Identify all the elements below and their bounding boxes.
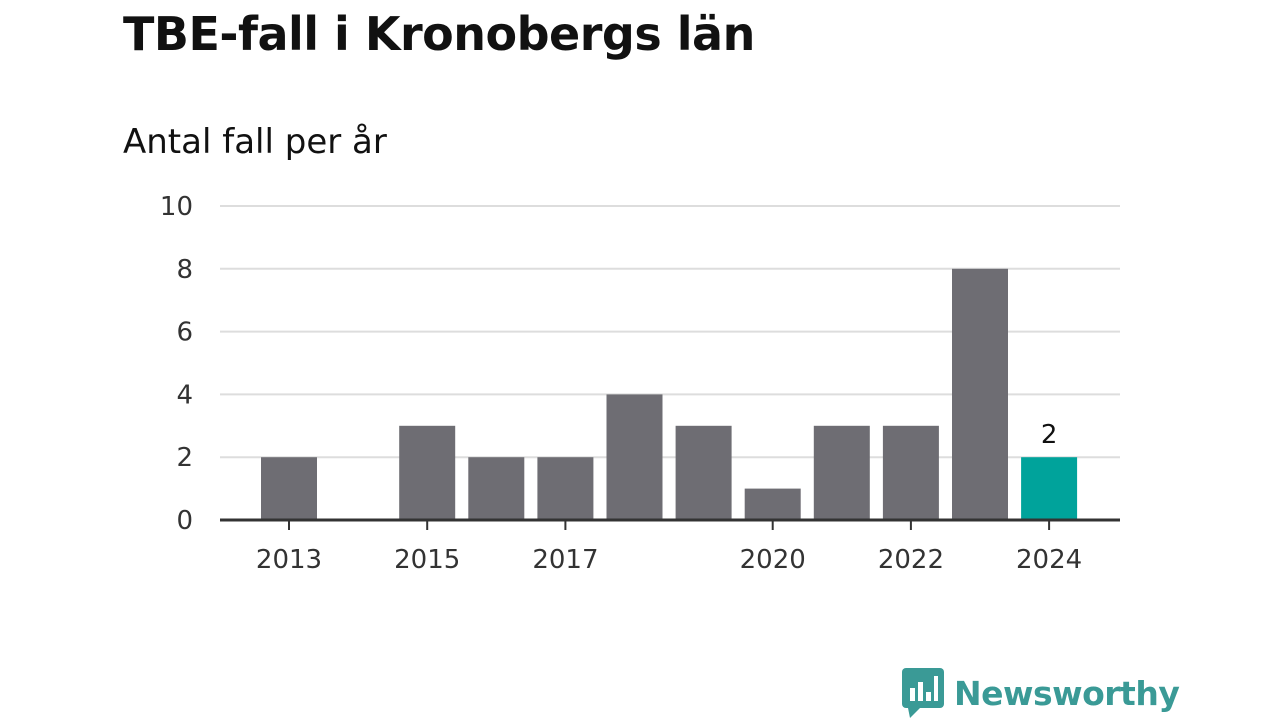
x-tick-label: 2020 <box>740 545 806 575</box>
brand-name: Newsworthy <box>954 673 1180 713</box>
bar-2022 <box>882 425 939 520</box>
x-tick-label: 2013 <box>256 545 322 575</box>
bar-2016 <box>468 457 525 520</box>
x-tick-label: 2015 <box>394 545 460 575</box>
x-tick-label: 2017 <box>532 545 598 575</box>
bar-chart-speech-bubble-icon <box>902 668 944 718</box>
bar-2018 <box>606 394 663 520</box>
y-tick-label: 8 <box>176 255 193 285</box>
y-tick-label: 4 <box>176 380 193 410</box>
bar-2021 <box>813 425 870 520</box>
bar-2015 <box>399 425 456 520</box>
bar-2019 <box>675 425 732 520</box>
bars <box>261 268 1078 520</box>
chart-subtitle: Antal fall per år <box>123 122 387 162</box>
x-tick-label: 2022 <box>878 545 944 575</box>
bar-2020 <box>744 488 801 520</box>
y-tick-label: 10 <box>160 192 193 222</box>
labels: 0 2 4 6 8 10 2013 2015 2017 2020 2022 2024 2 <box>160 192 1082 575</box>
y-tick-label: 0 <box>176 506 193 536</box>
bar-2024 <box>1021 457 1078 520</box>
y-tick-label: 2 <box>176 443 193 473</box>
x-axis <box>220 518 1120 530</box>
data-label-2024: 2 <box>1041 420 1058 450</box>
brand-logo: Newsworthy <box>902 668 1180 718</box>
bar-2017 <box>537 457 594 520</box>
bar-2013 <box>261 457 317 520</box>
chart-title: TBE-fall i Kronobergs län <box>123 7 755 61</box>
y-tick-label: 6 <box>176 318 193 348</box>
x-tick-label: 2024 <box>1016 545 1082 575</box>
bar-2023 <box>952 268 1008 520</box>
